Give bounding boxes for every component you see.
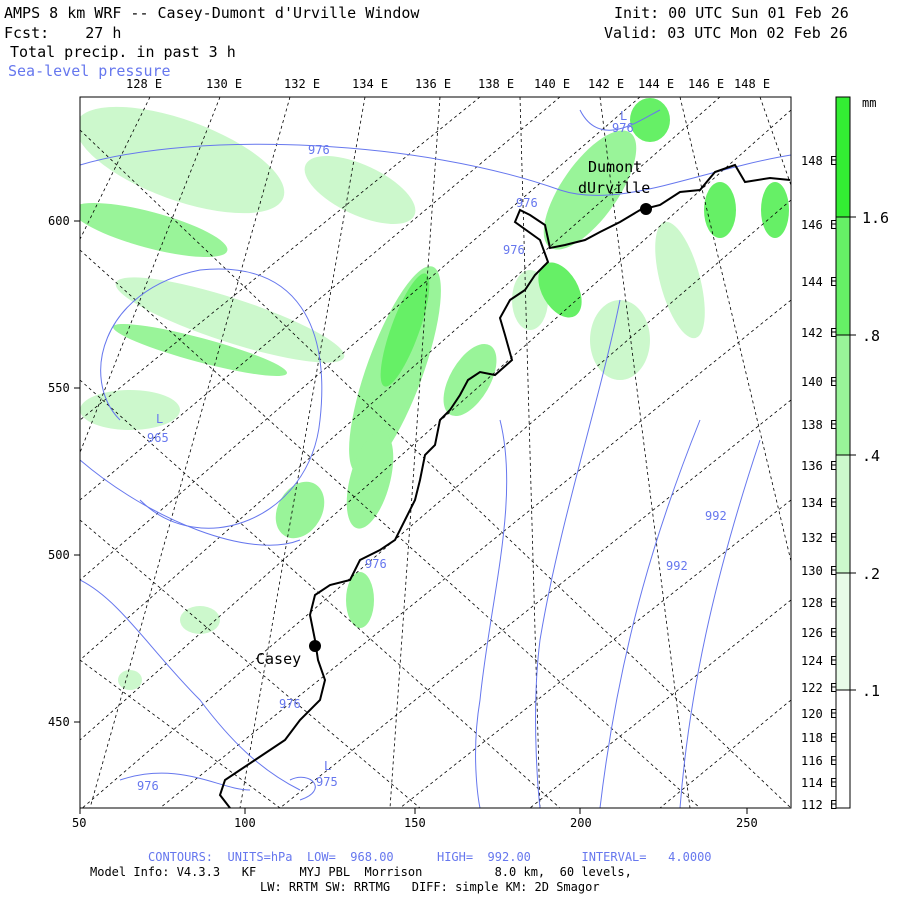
colorbar-label: .1 [862, 682, 881, 700]
top-lon-label: 128 E [126, 77, 163, 91]
lat-lon-grid [80, 97, 791, 808]
bottom-grid-label: 200 [570, 816, 592, 830]
bottom-grid-label: 250 [736, 816, 758, 830]
contour-label: 976 [279, 697, 301, 711]
top-lon-label: 140 E [534, 77, 571, 91]
right-lon-label: 134 E [801, 496, 838, 510]
right-lon-label: 130 E [801, 564, 838, 578]
right-lon-label: 142 E [801, 326, 838, 340]
physics-info: LW: RRTM SW: RRTMG DIFF: simple KM: 2D S… [260, 880, 600, 894]
right-lon-label: 126 E [801, 626, 838, 640]
right-lon-label: 146 E [801, 218, 838, 232]
station-dot-casey [309, 640, 321, 652]
station-label-casey: Casey [256, 650, 302, 668]
forecast-hour: Fcst: 27 h [4, 24, 122, 42]
contour-label: 992 [666, 559, 688, 573]
contour-label: 992 [705, 509, 727, 523]
right-lon-label: 138 E [801, 418, 838, 432]
station-dot-dumont [640, 203, 652, 215]
station-label-dumont: Dumont [588, 158, 643, 176]
colorbar-label: .2 [862, 565, 881, 583]
right-lon-label: 136 E [801, 459, 838, 473]
right-lon-label: 116 E [801, 754, 838, 768]
station-label-durville: dUrville [578, 179, 651, 197]
precip-shading [80, 98, 789, 690]
top-lon-label: 142 E [588, 77, 625, 91]
left-grid-label: 550 [48, 381, 70, 395]
contour-label: 965 [147, 431, 169, 445]
left-grid-label: 450 [48, 715, 70, 729]
model-info: Model Info: V4.3.3 KF MYJ PBL Morrison 8… [90, 865, 632, 879]
right-lon-label: 148 E [801, 154, 838, 168]
map-frame [79, 96, 792, 809]
low-pressure-marker: L [324, 759, 332, 773]
colorbar-unit: mm [862, 96, 877, 110]
right-lon-label: 122 E [801, 681, 838, 695]
overlay-name: Sea-level pressure [8, 62, 171, 80]
valid-time: Valid: 03 UTC Mon 02 Feb 26 [604, 24, 848, 42]
field-name: Total precip. in past 3 h [10, 43, 236, 61]
colorbar [835, 96, 856, 809]
slp-contours [80, 109, 791, 808]
left-grid-label: 600 [48, 214, 70, 228]
map-title: AMPS 8 km WRF -- Casey-Dumont d'Urville … [4, 4, 420, 22]
axis-ticks [74, 220, 748, 814]
right-lon-label: 128 E [801, 596, 838, 610]
top-lon-label: 134 E [352, 77, 389, 91]
low-pressure-marker: L [156, 412, 164, 426]
top-lon-label: 132 E [284, 77, 321, 91]
top-lon-label: 144 E [638, 77, 675, 91]
right-lon-label: 124 E [801, 654, 838, 668]
right-lon-label: 140 E [801, 375, 838, 389]
top-lon-label: 130 E [206, 77, 243, 91]
low-pressure-marker: L [620, 109, 628, 123]
top-lon-label: 148 E [734, 77, 771, 91]
right-lon-label: 118 E [801, 731, 838, 745]
contour-info: CONTOURS: UNITS=hPa LOW= 968.00 HIGH= 99… [148, 850, 712, 864]
colorbar-label: 1.6 [862, 209, 890, 227]
bottom-grid-label: 150 [404, 816, 426, 830]
bottom-grid-label: 50 [72, 816, 87, 830]
contour-label: 976 [503, 243, 525, 257]
right-lon-label: 120 E [801, 707, 838, 721]
contour-label: 976 [516, 196, 538, 210]
contour-label: 975 [316, 775, 338, 789]
contour-label: 976 [308, 143, 330, 157]
colorbar-label: .8 [862, 327, 881, 345]
right-lon-label: 114 E [801, 776, 838, 790]
right-lon-label: 112 E [801, 798, 838, 812]
contour-label: 976 [365, 557, 387, 571]
top-lon-label: 136 E [415, 77, 452, 91]
top-lon-label: 146 E [688, 77, 725, 91]
contour-label: 976 [612, 121, 634, 135]
right-lon-label: 132 E [801, 531, 838, 545]
bottom-grid-label: 100 [234, 816, 256, 830]
coastline [218, 163, 791, 808]
right-lon-label: 144 E [801, 275, 838, 289]
colorbar-label: .4 [862, 447, 881, 465]
left-grid-label: 500 [48, 548, 70, 562]
init-time: Init: 00 UTC Sun 01 Feb 26 [614, 4, 849, 22]
top-lon-label: 138 E [478, 77, 515, 91]
contour-label: 976 [137, 779, 159, 793]
